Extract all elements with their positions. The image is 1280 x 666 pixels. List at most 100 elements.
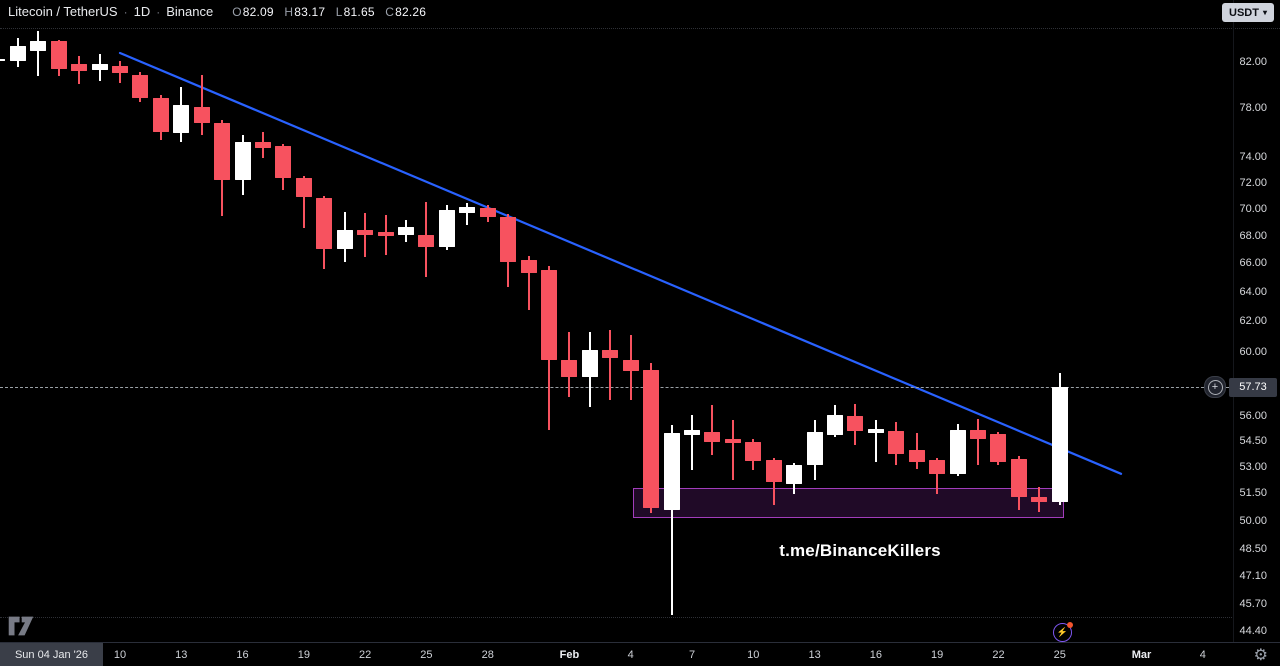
price-axis-label: 54.50 [1239, 434, 1267, 447]
candle-body [888, 431, 905, 454]
candle-body [30, 41, 47, 51]
candle-body [684, 430, 701, 435]
price-axis-label: 78.00 [1239, 102, 1267, 115]
price-axis-label: 47.10 [1239, 570, 1267, 583]
candle-body [663, 433, 680, 511]
candle-body [193, 106, 210, 124]
time-axis-label: Mar [1131, 648, 1152, 661]
time-axis-label: Feb [559, 648, 580, 661]
interval-label[interactable]: 1D [133, 4, 151, 19]
candle-body [398, 226, 414, 236]
price-axis-label: 51.50 [1239, 487, 1267, 500]
time-axis-label: 13 [808, 648, 821, 661]
symbol-title[interactable]: Litecoin / TetherUS [8, 4, 118, 19]
candle-body [970, 430, 987, 439]
tradingview-logo[interactable] [8, 615, 34, 637]
price-axis-label: 70.00 [1239, 202, 1267, 215]
candle-body [234, 141, 251, 180]
time-axis-label: 25 [1053, 648, 1066, 661]
candle-body [500, 216, 517, 262]
add-alert-pill[interactable]: + [1204, 376, 1226, 399]
plus-circle-icon: + [1207, 379, 1223, 395]
candle-body [561, 359, 578, 377]
candle-body [704, 431, 721, 442]
candle-wick [691, 415, 694, 471]
lower-dotted-gridline [0, 617, 1232, 618]
candle-body [786, 465, 803, 484]
candle-body [806, 431, 823, 466]
time-axis-label: 22 [992, 648, 1005, 661]
candle-body [541, 269, 557, 360]
time-axis[interactable]: Sun 04 Jan '26 10 13 16 19 22 25 28 Feb 4 7 10 13 16… [0, 642, 1280, 666]
last-price-dashed-line [0, 387, 1234, 389]
time-axis-label: 4 [627, 648, 634, 661]
candle-body [173, 104, 190, 133]
upper-dotted-gridline [0, 28, 1280, 29]
candle-body [479, 208, 496, 218]
candle-body [418, 234, 435, 248]
candle-body [459, 207, 476, 214]
crosshair-date-label: Sun 04 Jan '26 [0, 643, 103, 666]
time-axis-label: 13 [175, 648, 188, 661]
price-axis-label: 82.00 [1239, 56, 1267, 68]
time-axis-label: 10 [747, 648, 760, 661]
currency-dropdown-button[interactable]: USDT ▾ [1222, 3, 1274, 22]
channel-watermark: t.me/BinanceKillers [779, 541, 941, 560]
price-axis-label: 50.00 [1239, 514, 1267, 527]
price-axis-label: 74.00 [1239, 151, 1267, 164]
candle-body [867, 429, 884, 434]
price-axis-label: 48.50 [1239, 543, 1267, 556]
candle-wick [609, 329, 612, 400]
symbol-legend[interactable]: Litecoin / TetherUS · 1D · Binance O82.0… [8, 4, 426, 19]
time-axis-label: 22 [359, 648, 372, 661]
chevron-down-icon: ▾ [1262, 7, 1267, 17]
legend-separator: · [123, 5, 128, 19]
candle-body [929, 459, 946, 474]
time-axis-label: 19 [297, 648, 310, 661]
candle-body [1051, 387, 1068, 503]
candle-body [908, 449, 925, 463]
candle-body [949, 430, 966, 474]
candle-wick [977, 418, 980, 466]
time-axis-label: 19 [931, 648, 944, 661]
legend-separator: · [156, 5, 161, 19]
currency-label: USDT [1229, 6, 1259, 19]
candle-body [50, 41, 67, 70]
price-axis-label: 62.00 [1239, 315, 1267, 328]
open-value: 82.09 [242, 5, 274, 19]
candle-body [71, 64, 88, 72]
high-label: H [284, 5, 294, 19]
candle-body [643, 369, 660, 509]
candle-body [745, 442, 762, 462]
price-axis-label: 44.40 [1239, 625, 1267, 637]
candle-body [9, 46, 26, 62]
time-axis-label: 28 [481, 648, 494, 661]
time-axis-label: 16 [236, 648, 249, 661]
gear-icon[interactable]: ⚙ [1253, 646, 1268, 664]
candle-wick [200, 74, 203, 135]
candle-body [827, 415, 844, 435]
time-axis-label: 4 [1199, 648, 1206, 661]
price-axis-label: 64.00 [1239, 285, 1267, 298]
candle-body [438, 210, 455, 248]
candle-body [990, 434, 1007, 463]
open-label: O [232, 5, 242, 19]
support-zone-rectangle[interactable] [632, 488, 1064, 519]
candle-body [377, 231, 394, 237]
time-axis-label: 7 [688, 648, 696, 661]
lightning-events-icon[interactable]: ⚡ [1053, 622, 1073, 642]
candle-body [275, 145, 292, 179]
price-axis-label: 45.70 [1239, 598, 1267, 611]
candle-body [152, 97, 169, 132]
candle-body [602, 349, 619, 359]
candle-body [0, 59, 6, 61]
ohlc-values: O82.09 H83.17 L81.65 C82.26 [225, 5, 426, 19]
candle-body [316, 198, 333, 249]
close-value: 82.26 [395, 5, 427, 19]
price-axis[interactable]: 82.00 78.00 74.00 72.00 70.00 68.00 66.00 64.00… [1233, 0, 1280, 642]
candle-body [520, 259, 537, 274]
candle-wick [731, 420, 734, 481]
exchange-label: Binance [166, 4, 214, 19]
